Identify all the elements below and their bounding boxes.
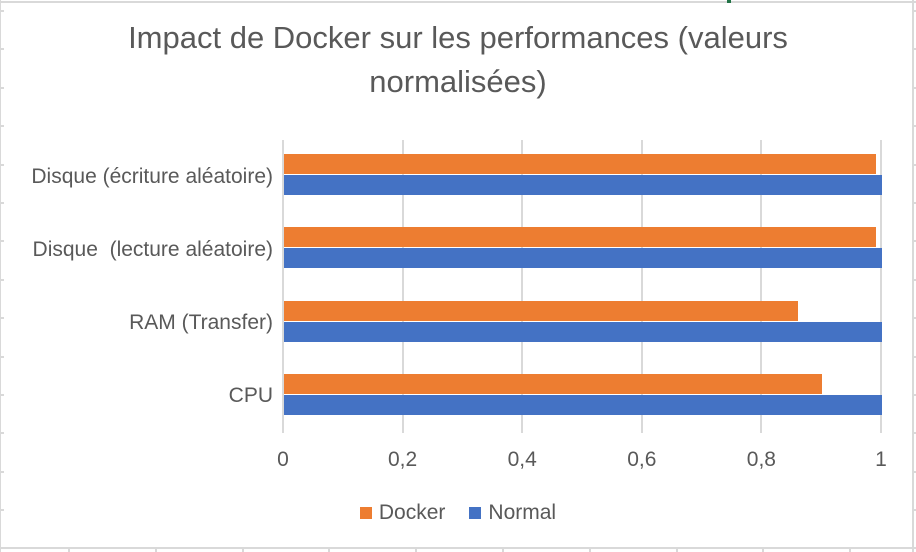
sheet-row-line-stub: [0, 202, 4, 204]
bar-docker-disque-lecture-aleatoire: [284, 227, 876, 248]
sheet-column-line-stub: [502, 547, 504, 552]
x-tick-label: 0,6: [627, 448, 657, 471]
gridline: [640, 140, 643, 433]
legend-label-docker: Docker: [378, 501, 446, 524]
sheet-row-line-stub: [912, 125, 916, 127]
sheet-row-line-stub: [912, 164, 916, 166]
chart-title: Impact de Docker sur les performances (v…: [0, 16, 916, 104]
gridline: [760, 140, 763, 433]
chart-title-line2: normalisées): [369, 64, 547, 99]
bar-normal-ram-transfer: [284, 321, 882, 342]
legend-swatch-docker: [359, 507, 372, 519]
sheet-row-line-stub: [0, 10, 4, 12]
category-label-disque-lecture-aleatoire: Disque (lecture aléatoire): [32, 237, 273, 261]
bar-docker-disque-ecriture-aleatoire: [284, 154, 876, 174]
sheet-column-line-stub: [849, 547, 851, 552]
sheet-row-line-stub: [912, 432, 916, 434]
sheet-column-line-stub: [155, 547, 157, 552]
sheet-gridline-top: [0, 1, 916, 3]
sheet-row-line-stub: [912, 356, 916, 358]
sheet-row-line-stub: [0, 125, 4, 127]
plot-area: [282, 140, 882, 433]
x-tick-label: 0,4: [507, 448, 537, 471]
sheet-column-line-stub: [328, 547, 330, 552]
sheet-row-line-stub: [912, 394, 916, 396]
category-label-ram-transfer: RAM (Transfer): [129, 311, 273, 335]
x-tick-label: 1: [875, 448, 887, 471]
bar-docker-cpu: [284, 373, 822, 394]
sheet-row-line-stub: [912, 317, 916, 319]
sheet-row-line-stub: [0, 432, 4, 434]
sheet-row-line-stub: [912, 202, 916, 204]
sheet-row-line-stub: [0, 279, 4, 281]
sheet-column-line-stub: [242, 547, 244, 552]
sheet-row-line-stub: [0, 471, 4, 473]
gridline: [880, 140, 882, 433]
gridline: [401, 140, 404, 433]
sheet-column-line-stub: [589, 547, 591, 552]
sheet-column-line-stub: [68, 547, 70, 552]
bar-normal-disque-lecture-aleatoire: [284, 248, 882, 269]
sheet-row-line-stub: [0, 394, 4, 396]
x-tick-label: 0,2: [387, 448, 418, 471]
legend-item-normal: Normal: [469, 501, 556, 525]
category-label-disque-ecriture-aleatoire: Disque (écriture aléatoire): [31, 164, 273, 188]
sheet-row-line-stub: [0, 317, 4, 319]
bar-normal-disque-ecriture-aleatoire: [284, 175, 882, 195]
gridline: [282, 140, 284, 433]
gridline: [521, 140, 524, 433]
sheet-column-line-stub: [415, 547, 417, 552]
sheet-column-line-stub: [762, 547, 764, 552]
sheet-row-line-stub: [0, 164, 4, 166]
x-tick-label: 0,8: [746, 448, 776, 471]
sheet-row-line-stub: [912, 509, 916, 511]
sheet-column-line-stub: [676, 547, 678, 552]
sheet-row-line-stub: [0, 87, 4, 89]
sheet-row-line-stub: [912, 48, 916, 50]
sheet-gridline-left: [0, 0, 1, 552]
sheet-row-line-stub: [0, 240, 4, 242]
x-tick-label: 0: [277, 448, 289, 471]
sheet-row-line-stub: [912, 87, 916, 89]
sheet-row-line-stub: [912, 471, 916, 473]
category-label-cpu: CPU: [228, 384, 273, 408]
sheet-row-line-stub: [912, 279, 916, 281]
sheet-gridline-right: [912, 0, 914, 552]
sheet-cell-marker-green: [727, 0, 731, 3]
legend-label-normal: Normal: [488, 501, 557, 524]
chart-title-line1: Impact de Docker sur les performances (v…: [128, 20, 788, 55]
sheet-row-line-stub: [912, 10, 916, 12]
legend: Docker Normal: [0, 501, 916, 525]
legend-item-docker: Docker: [359, 501, 446, 525]
bar-normal-cpu: [284, 394, 882, 415]
bar-docker-ram-transfer: [284, 300, 798, 321]
sheet-row-line-stub: [0, 48, 4, 50]
sheet-gridline-bottom: [0, 547, 916, 549]
sheet-row-line-stub: [912, 240, 916, 242]
sheet-row-line-stub: [0, 509, 4, 511]
sheet-row-line-stub: [0, 356, 4, 358]
legend-swatch-normal: [469, 507, 482, 519]
